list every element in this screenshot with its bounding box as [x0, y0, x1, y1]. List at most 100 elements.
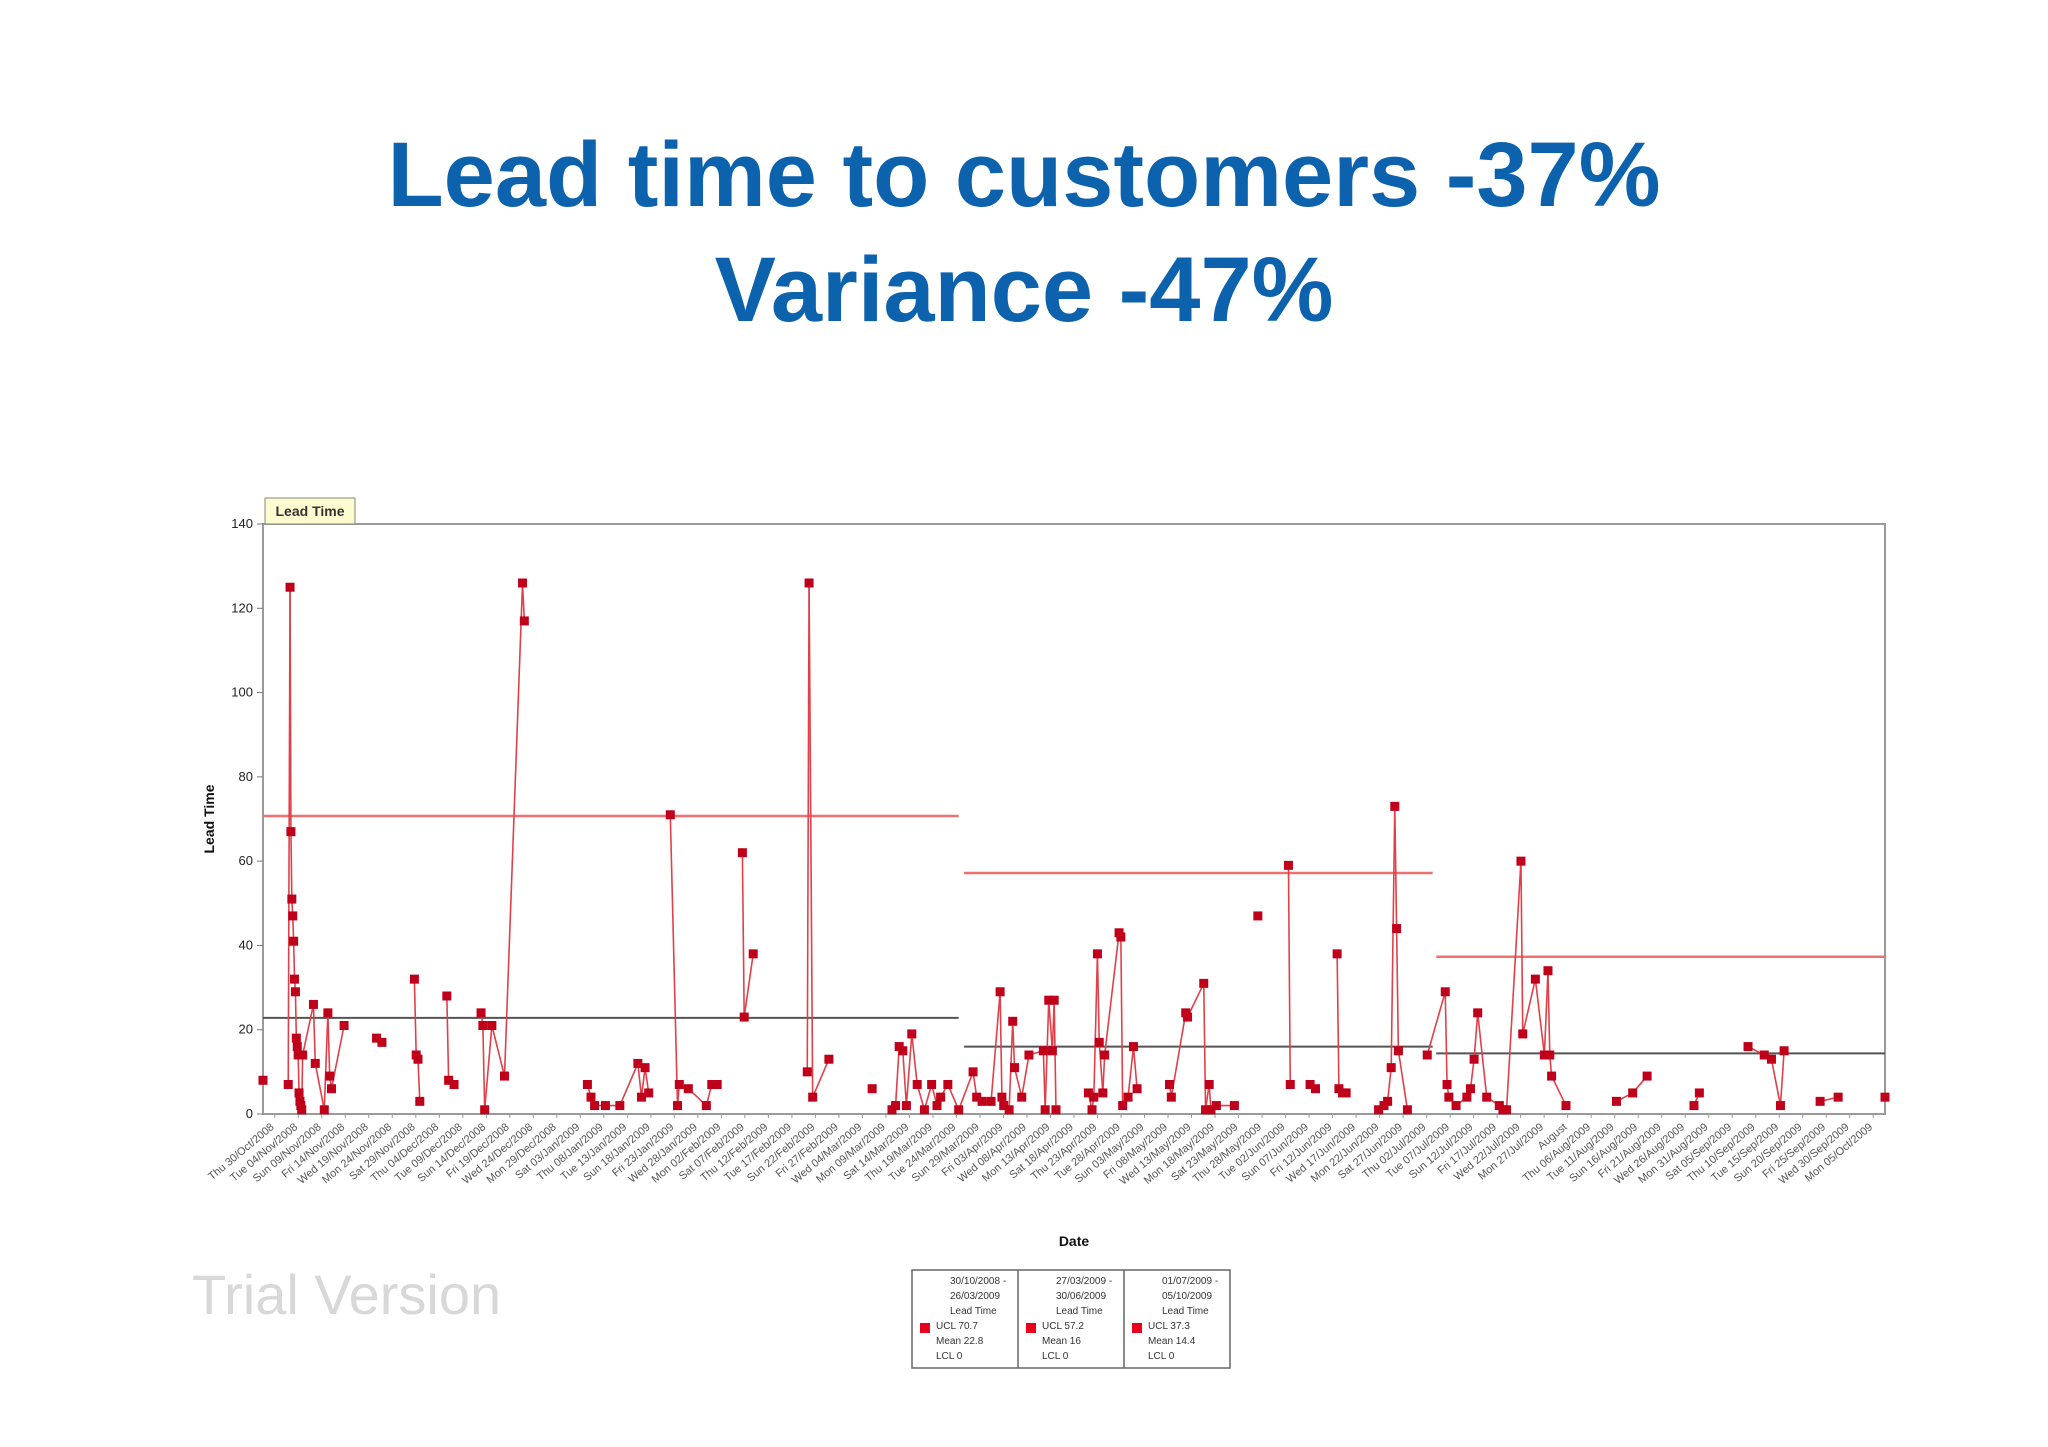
y-tick-label-3: 60: [239, 853, 253, 868]
data-point-136: [1440, 987, 1450, 997]
data-point-34: [478, 1021, 488, 1030]
series-segment-131: [1390, 806, 1396, 1068]
data-point-103: [1116, 932, 1126, 942]
series-segment-57: [741, 852, 745, 1018]
data-point-70: [912, 1080, 922, 1089]
data-point-17: [308, 999, 318, 1009]
data-point-163: [1766, 1054, 1776, 1064]
data-point-166: [1815, 1096, 1825, 1106]
legend-period-1-line-5: LCL 0: [936, 1351, 963, 1362]
data-point-117: [1229, 1101, 1239, 1111]
data-point-21: [325, 1071, 335, 1081]
data-point-37: [499, 1071, 509, 1081]
data-point-165: [1779, 1046, 1789, 1056]
data-point-43: [600, 1101, 610, 1111]
data-point-91: [1044, 995, 1054, 1005]
series-segment-19: [314, 1063, 326, 1110]
data-point-148: [1516, 856, 1526, 866]
series-segment-136: [1426, 991, 1447, 1056]
data-point-88: [1024, 1050, 1034, 1060]
data-point-122: [1310, 1084, 1320, 1094]
data-point-143: [1473, 1008, 1483, 1018]
data-point-60: [804, 578, 814, 588]
data-point-44: [615, 1101, 625, 1111]
data-point-107: [1132, 1084, 1142, 1094]
data-point-147: [1502, 1105, 1512, 1115]
data-point-84: [1004, 1105, 1014, 1115]
legend-period-2-line-4: Mean 16: [1042, 1336, 1081, 1347]
data-point-111: [1183, 1012, 1193, 1022]
data-point-32: [449, 1080, 459, 1089]
y-tick-label-2: 40: [239, 937, 253, 952]
series-segment-143: [1473, 1012, 1479, 1060]
legend-box: [911, 1269, 1231, 1369]
data-point-75: [943, 1080, 953, 1089]
series-segment-98: [1093, 953, 1099, 1098]
series-segment-37: [491, 1025, 506, 1077]
data-point-86: [1010, 1063, 1020, 1073]
series-segment-17: [301, 1004, 315, 1056]
series-segment-77: [957, 1071, 974, 1111]
data-point-94: [1051, 1105, 1061, 1115]
series-segment-100: [1098, 1042, 1104, 1093]
y-axis-label: Lead Time: [201, 784, 217, 853]
data-point-135: [1422, 1050, 1432, 1060]
series-segment-88: [1020, 1054, 1030, 1098]
data-point-71: [919, 1105, 929, 1115]
data-point-161: [1743, 1042, 1753, 1052]
data-point-79: [977, 1096, 987, 1106]
y-tick-label-4: 80: [239, 769, 253, 784]
data-point-5: [288, 911, 298, 921]
data-point-114: [1204, 1080, 1214, 1089]
y-tick-label-1: 20: [239, 1022, 253, 1037]
data-point-129: [1383, 1096, 1393, 1106]
data-point-115: [1206, 1105, 1216, 1115]
data-point-56: [737, 848, 747, 858]
data-point-72: [927, 1080, 937, 1089]
data-point-24: [372, 1033, 382, 1043]
legend-period-3-line-0: 01/07/2009 -: [1162, 1276, 1218, 1287]
data-point-77: [968, 1067, 978, 1077]
data-point-97: [1089, 1092, 1099, 1102]
data-point-36: [487, 1021, 497, 1030]
data-point-57: [739, 1012, 749, 1022]
legend-period-1-line-3: UCL 70.7: [936, 1321, 978, 1332]
data-point-29: [415, 1096, 425, 1106]
legend-swatch-2: [1026, 1323, 1036, 1333]
data-point-39: [519, 616, 529, 626]
data-point-26: [409, 974, 419, 984]
data-point-7: [290, 974, 300, 984]
series-segment-87: [1013, 1067, 1023, 1098]
legend-swatch-3: [1132, 1323, 1142, 1333]
data-point-59: [802, 1067, 812, 1077]
data-point-150: [1530, 974, 1540, 984]
data-point-51: [674, 1080, 684, 1089]
data-point-15: [297, 1105, 307, 1115]
data-point-48: [644, 1088, 654, 1098]
data-point-158: [1642, 1071, 1652, 1081]
data-point-157: [1628, 1088, 1638, 1098]
trial-version-watermark: Trial Version: [192, 1263, 502, 1326]
data-point-132: [1392, 924, 1402, 934]
data-point-140: [1462, 1092, 1472, 1102]
data-point-149: [1518, 1029, 1528, 1039]
legend-period-1-line-2: Lead Time: [950, 1306, 997, 1317]
data-point-62: [824, 1054, 834, 1064]
series-segment-132: [1393, 806, 1398, 929]
legend-period-2-line-3: UCL 57.2: [1042, 1321, 1084, 1332]
data-point-138: [1444, 1092, 1454, 1102]
data-point-74: [936, 1092, 946, 1102]
data-point-153: [1545, 1050, 1555, 1060]
series-segment-102: [1103, 932, 1120, 1056]
data-point-92: [1047, 1046, 1057, 1056]
data-point-101: [1100, 1050, 1110, 1060]
series-segment-36: [483, 1025, 493, 1110]
data-point-76: [954, 1105, 964, 1115]
data-point-50: [673, 1101, 683, 1111]
series-segment-66: [894, 1046, 900, 1106]
data-point-141: [1465, 1084, 1475, 1094]
series-segment-130: [1386, 1067, 1392, 1102]
data-point-54: [707, 1080, 717, 1089]
